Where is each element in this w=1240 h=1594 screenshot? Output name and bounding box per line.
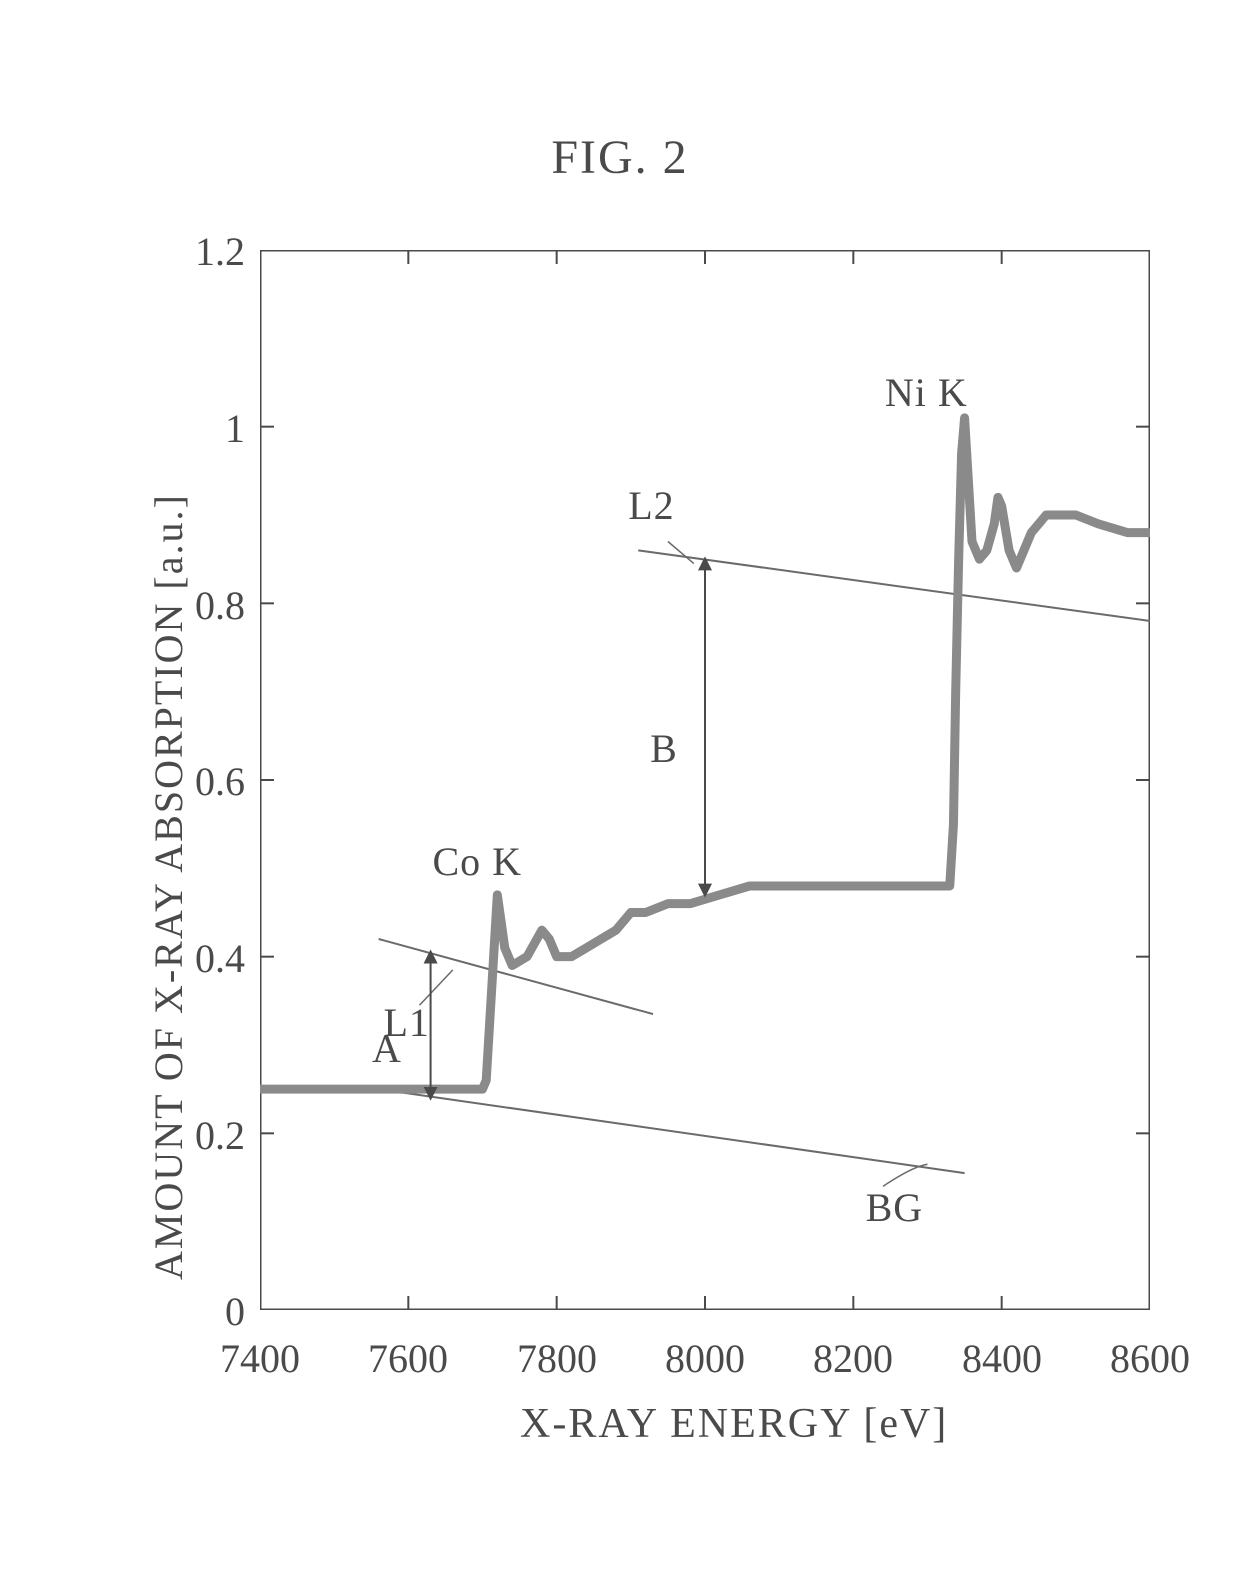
x-tick-8000: 8000 [635,1335,775,1382]
label-ni-k: Ni K [885,369,968,416]
y-tick-0-2: 0.2 [145,1112,245,1159]
y-tick-0: 0 [145,1288,245,1335]
y-tick-0-8: 0.8 [145,582,245,629]
plot-area [260,250,1150,1310]
label-b: B [650,725,678,772]
x-tick-7400: 7400 [190,1335,330,1382]
label-l2: L2 [628,482,674,529]
label-bg: BG [866,1184,924,1231]
page: FIG. 2 AMOUNT OF X-RAY ABSORPTION [a.u.]… [0,0,1240,1594]
x-axis-label: X-RAY ENERGY [eV] [520,1400,948,1448]
figure-title: FIG. 2 [0,130,1240,185]
x-tick-8200: 8200 [783,1335,923,1382]
y-tick-1-2: 1.2 [145,228,245,275]
y-tick-0-6: 0.6 [145,758,245,805]
y-tick-1: 1 [145,405,245,452]
x-tick-7600: 7600 [338,1335,478,1382]
x-tick-8400: 8400 [932,1335,1072,1382]
x-tick-8600: 8600 [1080,1335,1220,1382]
label-co-k: Co K [433,838,523,885]
label-a: A [372,1025,402,1072]
x-tick-7800: 7800 [487,1335,627,1382]
y-tick-0-4: 0.4 [145,935,245,982]
